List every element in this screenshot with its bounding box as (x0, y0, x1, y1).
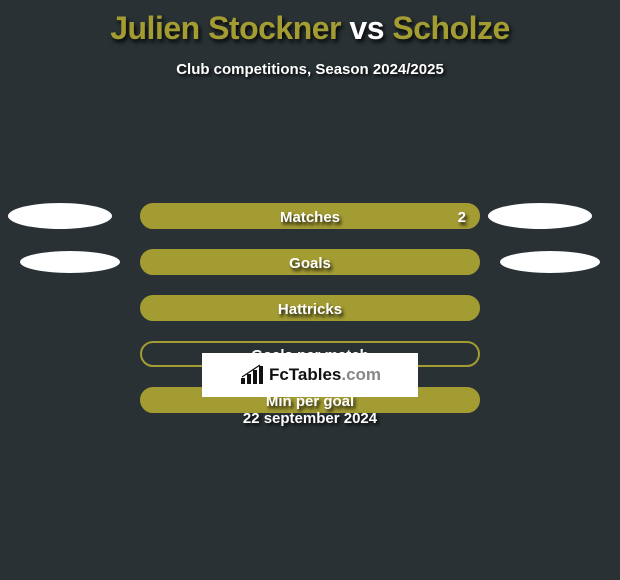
fctables-logo: FcTables.com (202, 353, 418, 397)
stat-bar: Hattricks (140, 295, 480, 321)
logo-inner: FcTables.com (239, 364, 381, 386)
left-ellipse (20, 251, 120, 273)
player1-name: Julien Stockner (110, 10, 341, 46)
stat-row: Hattricks (0, 295, 620, 321)
player2-name: Scholze (392, 10, 509, 46)
logo-tld: .com (341, 365, 381, 384)
stat-label: Matches (142, 205, 478, 231)
stat-row: Goals (0, 249, 620, 275)
stat-bar: Matches2 (140, 203, 480, 229)
right-ellipse (500, 251, 600, 273)
stat-bar: Goals (140, 249, 480, 275)
subtitle: Club competitions, Season 2024/2025 (0, 61, 620, 78)
stat-row: Matches2 (0, 203, 620, 229)
right-ellipse (488, 203, 592, 229)
left-ellipse (8, 203, 112, 229)
stat-label: Goals (142, 251, 478, 277)
logo-name: FcTables (269, 365, 341, 384)
logo-text: FcTables.com (269, 365, 381, 385)
stat-value: 2 (458, 205, 466, 231)
vs-text: vs (349, 10, 384, 46)
bars-icon (239, 364, 265, 386)
page-title: Julien Stockner vs Scholze (0, 0, 620, 47)
stat-label: Hattricks (142, 297, 478, 323)
date-text: 22 september 2024 (0, 410, 620, 427)
